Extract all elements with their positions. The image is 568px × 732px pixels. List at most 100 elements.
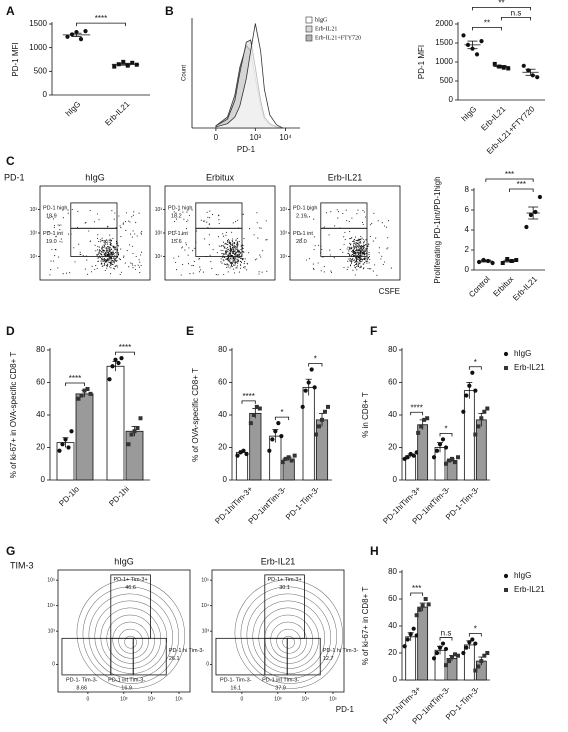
event-dot (313, 218, 315, 220)
event-dot (364, 250, 367, 252)
plot-title: hIgG (85, 172, 105, 182)
event-dot (234, 250, 236, 252)
event-dot (358, 246, 360, 248)
event-dot (233, 243, 235, 245)
event-dot (99, 249, 101, 252)
data-point (470, 370, 475, 375)
event-dot (79, 251, 81, 253)
event-dot (140, 254, 142, 256)
event-dot (215, 274, 217, 276)
event-dot (98, 256, 100, 258)
event-dot (345, 209, 347, 211)
data-point (85, 387, 90, 391)
data-point (78, 37, 84, 42)
legend-label: Erb-IL21 (514, 585, 545, 594)
event-dot (180, 274, 182, 276)
event-dot (313, 236, 315, 238)
event-dot (355, 242, 357, 244)
significance-label: * (280, 408, 283, 417)
data-point (135, 426, 140, 430)
event-dot (119, 225, 121, 227)
event-dot (225, 251, 227, 253)
event-dot (240, 261, 243, 264)
event-dot (353, 241, 355, 243)
event-dot (114, 212, 116, 214)
event-dot (240, 251, 242, 253)
event-dot (104, 242, 106, 244)
event-dot (359, 241, 362, 243)
event-dot (266, 239, 268, 241)
event-dot (358, 257, 360, 259)
event-dot (105, 253, 107, 255)
event-dot (229, 246, 232, 248)
significance-label: n.s (511, 9, 522, 18)
data-point (482, 409, 487, 414)
event-dot (266, 270, 268, 272)
event-dot (182, 246, 184, 248)
y-tick-label: 60 (388, 378, 397, 387)
contour (258, 607, 319, 669)
event-dot (84, 222, 86, 224)
event-dot (353, 245, 355, 247)
event-dot (351, 260, 353, 262)
event-dot (111, 253, 113, 255)
event-dot (227, 271, 229, 273)
data-point (479, 659, 484, 664)
event-dot (211, 267, 213, 270)
event-dot (232, 242, 234, 244)
event-dot (353, 254, 355, 256)
event-dot (360, 256, 362, 259)
event-dot (232, 256, 234, 259)
event-dot (105, 249, 107, 251)
event-dot (187, 263, 190, 265)
significance-label: **** (242, 392, 254, 401)
x-tick-label: 10⁵ (329, 696, 337, 702)
event-dot (100, 253, 102, 255)
bar (125, 430, 144, 481)
y-tick-label: 80 (218, 345, 227, 354)
event-dot (99, 239, 101, 241)
y-tick-label: 10³ (30, 207, 38, 213)
event-dot (100, 260, 102, 262)
data-point (449, 456, 454, 461)
event-dot (376, 274, 378, 276)
event-dot (239, 252, 242, 254)
x-tick-label: 0 (214, 133, 219, 142)
gate (70, 227, 118, 257)
event-dot (236, 259, 238, 261)
event-dot (57, 224, 59, 226)
event-dot (355, 254, 357, 256)
event-dot (89, 240, 91, 242)
event-dot (237, 259, 239, 261)
event-dot (357, 257, 359, 259)
event-dot (109, 261, 111, 264)
data-point (110, 364, 115, 369)
event-dot (199, 269, 202, 271)
event-dot (227, 263, 229, 265)
data-point (440, 641, 446, 646)
data-point (476, 259, 482, 265)
bar (106, 365, 125, 481)
contour (76, 579, 186, 689)
event-dot (108, 258, 110, 260)
data-point (244, 451, 249, 457)
contour (112, 621, 149, 659)
event-dot (353, 259, 355, 261)
event-dot (234, 264, 236, 266)
event-dot (356, 245, 359, 247)
data-point (467, 383, 472, 388)
event-dot (103, 259, 105, 261)
event-dot (111, 249, 113, 251)
event-dot (82, 254, 84, 257)
event-dot (112, 237, 114, 239)
event-dot (232, 268, 234, 270)
event-dot (84, 268, 86, 270)
event-dot (378, 252, 380, 254)
legend-swatch (305, 16, 313, 24)
event-dot (367, 267, 369, 269)
event-dot (123, 255, 125, 257)
event-dot (212, 249, 214, 251)
data-point (116, 360, 121, 366)
y-tick-label: 40 (388, 621, 397, 630)
y-tick-label: 2 (465, 245, 470, 254)
